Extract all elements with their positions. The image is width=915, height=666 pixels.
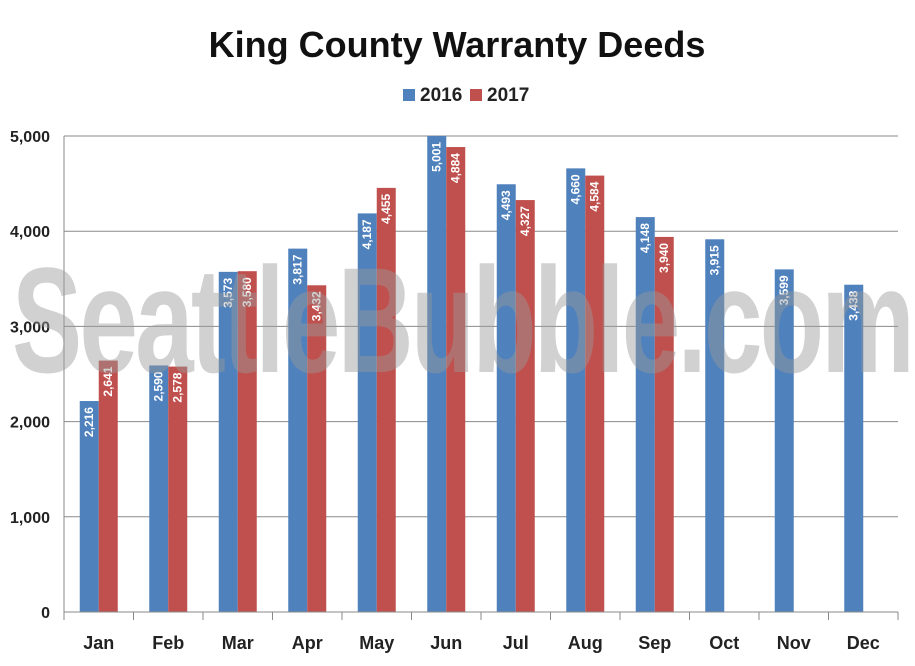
x-tick-label: Aug xyxy=(568,633,603,653)
x-tick-label: Jan xyxy=(83,633,114,653)
bar-label: 5,001 xyxy=(430,142,444,172)
bar-2017-aug xyxy=(585,175,605,612)
chart-title: King County Warranty Deeds xyxy=(209,24,706,65)
y-tick-label: 0 xyxy=(41,605,50,622)
bar-label: 4,493 xyxy=(499,190,513,220)
bar-label: 3,438 xyxy=(847,290,861,320)
bar-label: 2,216 xyxy=(82,407,96,437)
bar-2017-may xyxy=(376,187,396,612)
bar-2016-jul xyxy=(496,184,516,612)
bar-2016-apr xyxy=(288,248,308,613)
y-tick-label: 2,000 xyxy=(10,415,50,432)
bar-label: 2,590 xyxy=(152,371,166,401)
bar-label: 4,884 xyxy=(449,153,463,183)
bar-2016-may xyxy=(357,213,377,613)
x-tick-label: Feb xyxy=(152,633,184,653)
bar-2016-jan xyxy=(79,401,99,612)
bars-group: 2,216 2,641 2,590 2,578 3,573 3,580 3,817 3,432… xyxy=(79,135,864,613)
bar-label: 4,584 xyxy=(588,181,602,211)
bar-2016-jun xyxy=(427,135,447,613)
x-tick-label: Nov xyxy=(777,633,811,653)
bar-2016-mar xyxy=(218,271,238,612)
bar-label: 4,660 xyxy=(569,174,583,204)
legend-label-2016: 2016 xyxy=(420,85,462,106)
bar-2017-jul xyxy=(515,200,535,613)
bar-label: 4,148 xyxy=(638,223,652,253)
x-tick-label: Sep xyxy=(638,633,671,653)
y-tick-label: 4,000 xyxy=(10,224,50,241)
bar-2016-dec xyxy=(844,284,864,612)
bar-label: 2,578 xyxy=(171,372,185,402)
watermark-text: SeattleBubble.com xyxy=(12,236,912,404)
x-tick-label: Apr xyxy=(292,633,323,653)
bar-2016-feb xyxy=(149,365,169,612)
bar-2017-apr xyxy=(307,285,327,612)
bar-label: 3,573 xyxy=(221,278,235,308)
x-tick-label: Jul xyxy=(503,633,529,653)
bar-2017-feb xyxy=(168,366,188,612)
legend-label-2017: 2017 xyxy=(487,85,529,106)
bar-label: 3,580 xyxy=(240,277,254,307)
bar-2017-sep xyxy=(654,236,674,613)
bar-label: 4,327 xyxy=(518,206,532,236)
x-tick-label: Mar xyxy=(222,633,254,653)
x-axis: Jan Feb Mar Apr May Jun Jul Aug Sep Oct Nov Dec xyxy=(63,611,899,653)
bar-2016-oct xyxy=(705,239,725,613)
legend: 2016 2017 xyxy=(403,85,529,106)
x-tick-label: May xyxy=(359,633,394,653)
bar-label: 3,432 xyxy=(310,291,324,321)
bar-2017-jan xyxy=(98,360,118,612)
y-tick-label: 5,000 xyxy=(10,129,50,146)
bar-label: 3,817 xyxy=(291,254,305,284)
y-axis: 0 1,000 2,000 3,000 4,000 5,000 xyxy=(10,129,65,622)
bar-label: 4,187 xyxy=(360,219,374,249)
bar-2017-jun xyxy=(446,147,466,612)
x-tick-label: Oct xyxy=(709,633,739,653)
bar-2016-aug xyxy=(566,168,586,613)
bar-label: 2,641 xyxy=(101,366,115,396)
bar-2016-sep xyxy=(635,217,655,612)
bar-2016-nov xyxy=(774,269,794,612)
bar-label: 3,599 xyxy=(777,275,791,305)
y-tick-label: 3,000 xyxy=(10,319,50,336)
x-tick-label: Dec xyxy=(847,633,880,653)
bar-label: 3,940 xyxy=(657,243,671,273)
bar-label: 4,455 xyxy=(379,194,393,224)
legend-swatch-2017 xyxy=(470,89,482,101)
bar-label: 3,915 xyxy=(708,245,722,275)
legend-swatch-2016 xyxy=(403,89,415,101)
gridlines xyxy=(64,135,898,518)
x-tick-label: Jun xyxy=(430,633,462,653)
y-tick-label: 1,000 xyxy=(10,510,50,527)
bar-2017-mar xyxy=(237,271,257,612)
